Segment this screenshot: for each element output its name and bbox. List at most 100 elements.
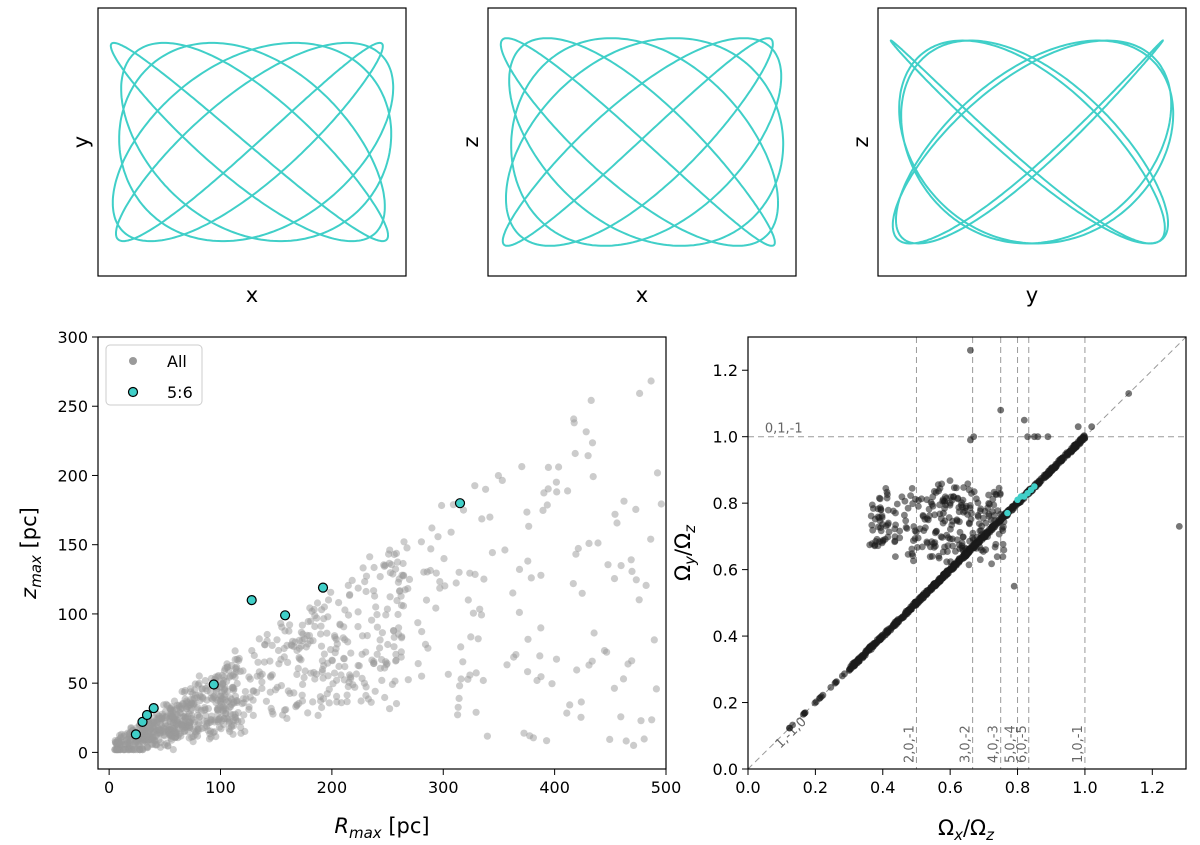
scatter-point-all — [340, 623, 348, 631]
orbit-xy-frame — [97, 7, 407, 277]
scatter-point-all — [394, 610, 402, 619]
scatter-point-all — [399, 602, 408, 610]
scatter-point-all — [515, 608, 524, 617]
scatter-point-all — [331, 632, 339, 640]
ratio-point — [991, 517, 998, 524]
ratio-point — [1042, 471, 1049, 479]
ratio-point — [932, 528, 940, 535]
ratio-point — [915, 503, 922, 510]
scatter-point-all — [503, 661, 511, 669]
scatter-point-all — [304, 709, 312, 717]
ratio-point — [909, 500, 917, 508]
ratio-point — [882, 522, 890, 530]
ratio-point — [996, 518, 1004, 525]
scatter-point-all — [564, 487, 572, 495]
ratio-point — [878, 514, 886, 521]
scatter-point-all — [428, 524, 436, 532]
ratio-point — [993, 553, 1001, 561]
scatter-point-all — [359, 564, 367, 572]
scatter-point-all — [255, 635, 263, 643]
x-tick-label: 400 — [539, 778, 570, 797]
scatter-point-all — [220, 693, 228, 701]
ratio-point — [893, 500, 901, 508]
scatter-point-all — [454, 711, 462, 719]
scatter-point-all — [352, 670, 360, 678]
x-tick-label: 1.2 — [1140, 778, 1165, 797]
scatter-point-all — [619, 675, 628, 683]
scatter-point-all — [392, 650, 400, 659]
scatter-point-all — [313, 614, 321, 622]
ratio-point — [999, 527, 1007, 535]
scatter-point-all — [311, 675, 319, 683]
scatter-point-all — [509, 589, 517, 597]
scatter-point-all — [373, 623, 381, 631]
ratio-point — [953, 516, 961, 524]
scatter-point-all — [245, 673, 253, 681]
scatter-point-all — [211, 694, 219, 702]
ratio-point — [858, 652, 866, 660]
scatter-point-all — [284, 658, 292, 667]
scatter-point-all — [394, 558, 402, 566]
scatter-point-all — [378, 629, 386, 637]
y-tick-label: 200 — [57, 466, 88, 485]
y-tick-label: 0.4 — [713, 627, 738, 646]
ratio-point — [990, 512, 998, 519]
x-tick-label: 500 — [651, 778, 682, 797]
scatter-point-all — [432, 604, 440, 612]
ratio-point — [868, 521, 876, 529]
legend-resonant-marker — [127, 386, 139, 398]
ratio-point — [954, 494, 962, 502]
ratio-point — [970, 433, 978, 441]
ratio-point — [923, 538, 931, 546]
scatter-point-resonant — [208, 679, 219, 690]
resonance-horizontal-label: 0,1,-1 — [765, 422, 803, 437]
scatter-point-resonant — [130, 729, 141, 740]
scatter-point-all — [537, 571, 545, 579]
ratio-point — [988, 526, 995, 534]
scatter-point-all — [418, 628, 426, 636]
scatter-point-all — [207, 716, 215, 724]
scatter-point-all — [376, 664, 384, 672]
ratio-point — [921, 515, 929, 523]
scatter-point-all — [195, 679, 203, 688]
scatter-point-all — [231, 692, 240, 700]
scatter-point-all — [240, 711, 248, 719]
scatter-point-all — [383, 605, 391, 613]
scatter-point-all — [297, 656, 305, 664]
scatter-point-all — [156, 743, 165, 751]
scatter-point-all — [160, 701, 168, 709]
scatter-point-all — [376, 644, 384, 652]
scatter-point-all — [378, 656, 386, 664]
scatter-point-all — [566, 701, 574, 709]
scatter-point-all — [539, 506, 547, 514]
ratio-point — [884, 629, 891, 637]
resonance-vertical-label: 3,0,-2 — [959, 725, 974, 763]
scatter-point-all — [277, 619, 285, 628]
orbit-xy-curve — [109, 41, 395, 243]
x-tick-label: 0.0 — [735, 778, 760, 797]
scatter-point-all — [464, 596, 472, 604]
scatter-point-all — [344, 638, 352, 646]
orbit-xz-xlabel: x — [636, 283, 648, 307]
scatter-point-all — [220, 720, 228, 729]
ratio-point — [926, 553, 934, 561]
scatter-point-all — [417, 538, 425, 546]
scatter-point-all — [515, 565, 524, 574]
ratio-point — [919, 595, 927, 602]
y-tick-label: 0.6 — [713, 561, 738, 580]
ratio-point — [901, 511, 908, 519]
x-tick-label: 1.0 — [1072, 778, 1097, 797]
scatter-point-all — [324, 596, 333, 604]
scatter-point-all — [325, 699, 333, 707]
scatter-point-resonant — [454, 498, 466, 509]
resonance-diagonal-label: 1,-1,0 — [773, 715, 810, 752]
scatter-point-all — [477, 611, 486, 619]
x-tick-label: 0.4 — [870, 778, 895, 797]
scatter-point-all — [483, 732, 491, 740]
scatter-point-all — [348, 576, 356, 585]
scatter-point-all — [414, 660, 422, 668]
scatter-point-all — [628, 657, 636, 665]
scatter-point-all — [298, 621, 306, 629]
scatter-point-all — [229, 683, 237, 692]
scatter-point-all — [290, 689, 298, 697]
